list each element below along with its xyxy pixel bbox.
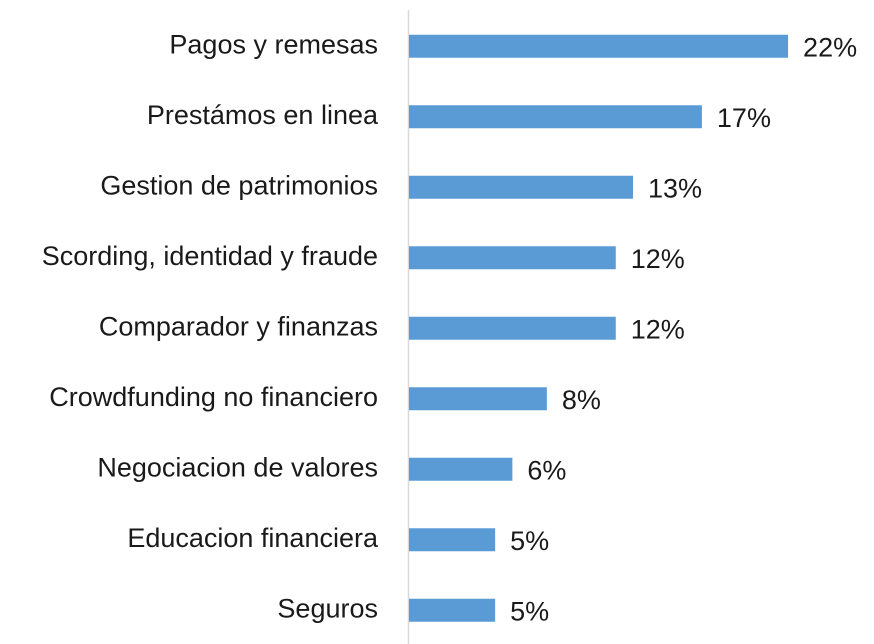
bar xyxy=(409,528,496,552)
category-label: Educacion financiera xyxy=(127,523,379,553)
value-label: 13% xyxy=(648,173,702,203)
bar xyxy=(409,457,513,481)
category-label: Negociacion de valores xyxy=(97,452,378,482)
bar xyxy=(409,598,496,622)
value-label: 22% xyxy=(803,32,857,62)
bar xyxy=(409,175,633,199)
value-label: 5% xyxy=(510,596,549,626)
category-label: Gestion de patrimonios xyxy=(100,170,378,200)
category-label: Scording, identidad y fraude xyxy=(42,241,378,271)
bar xyxy=(409,246,616,270)
value-label: 6% xyxy=(527,455,566,485)
bar xyxy=(409,316,616,340)
category-label: Crowdfunding no financiero xyxy=(49,382,378,412)
category-label: Seguros xyxy=(277,593,378,623)
category-label: Prestámos en linea xyxy=(147,100,379,130)
value-label: 12% xyxy=(631,314,685,344)
value-label: 17% xyxy=(717,103,771,133)
bar xyxy=(409,105,702,129)
category-label: Pagos y remesas xyxy=(169,29,378,59)
category-label: Comparador y finanzas xyxy=(99,311,378,341)
value-label: 5% xyxy=(510,526,549,556)
bar xyxy=(409,34,789,58)
value-label: 8% xyxy=(562,385,601,415)
value-label: 12% xyxy=(631,244,685,274)
bar xyxy=(409,387,547,411)
